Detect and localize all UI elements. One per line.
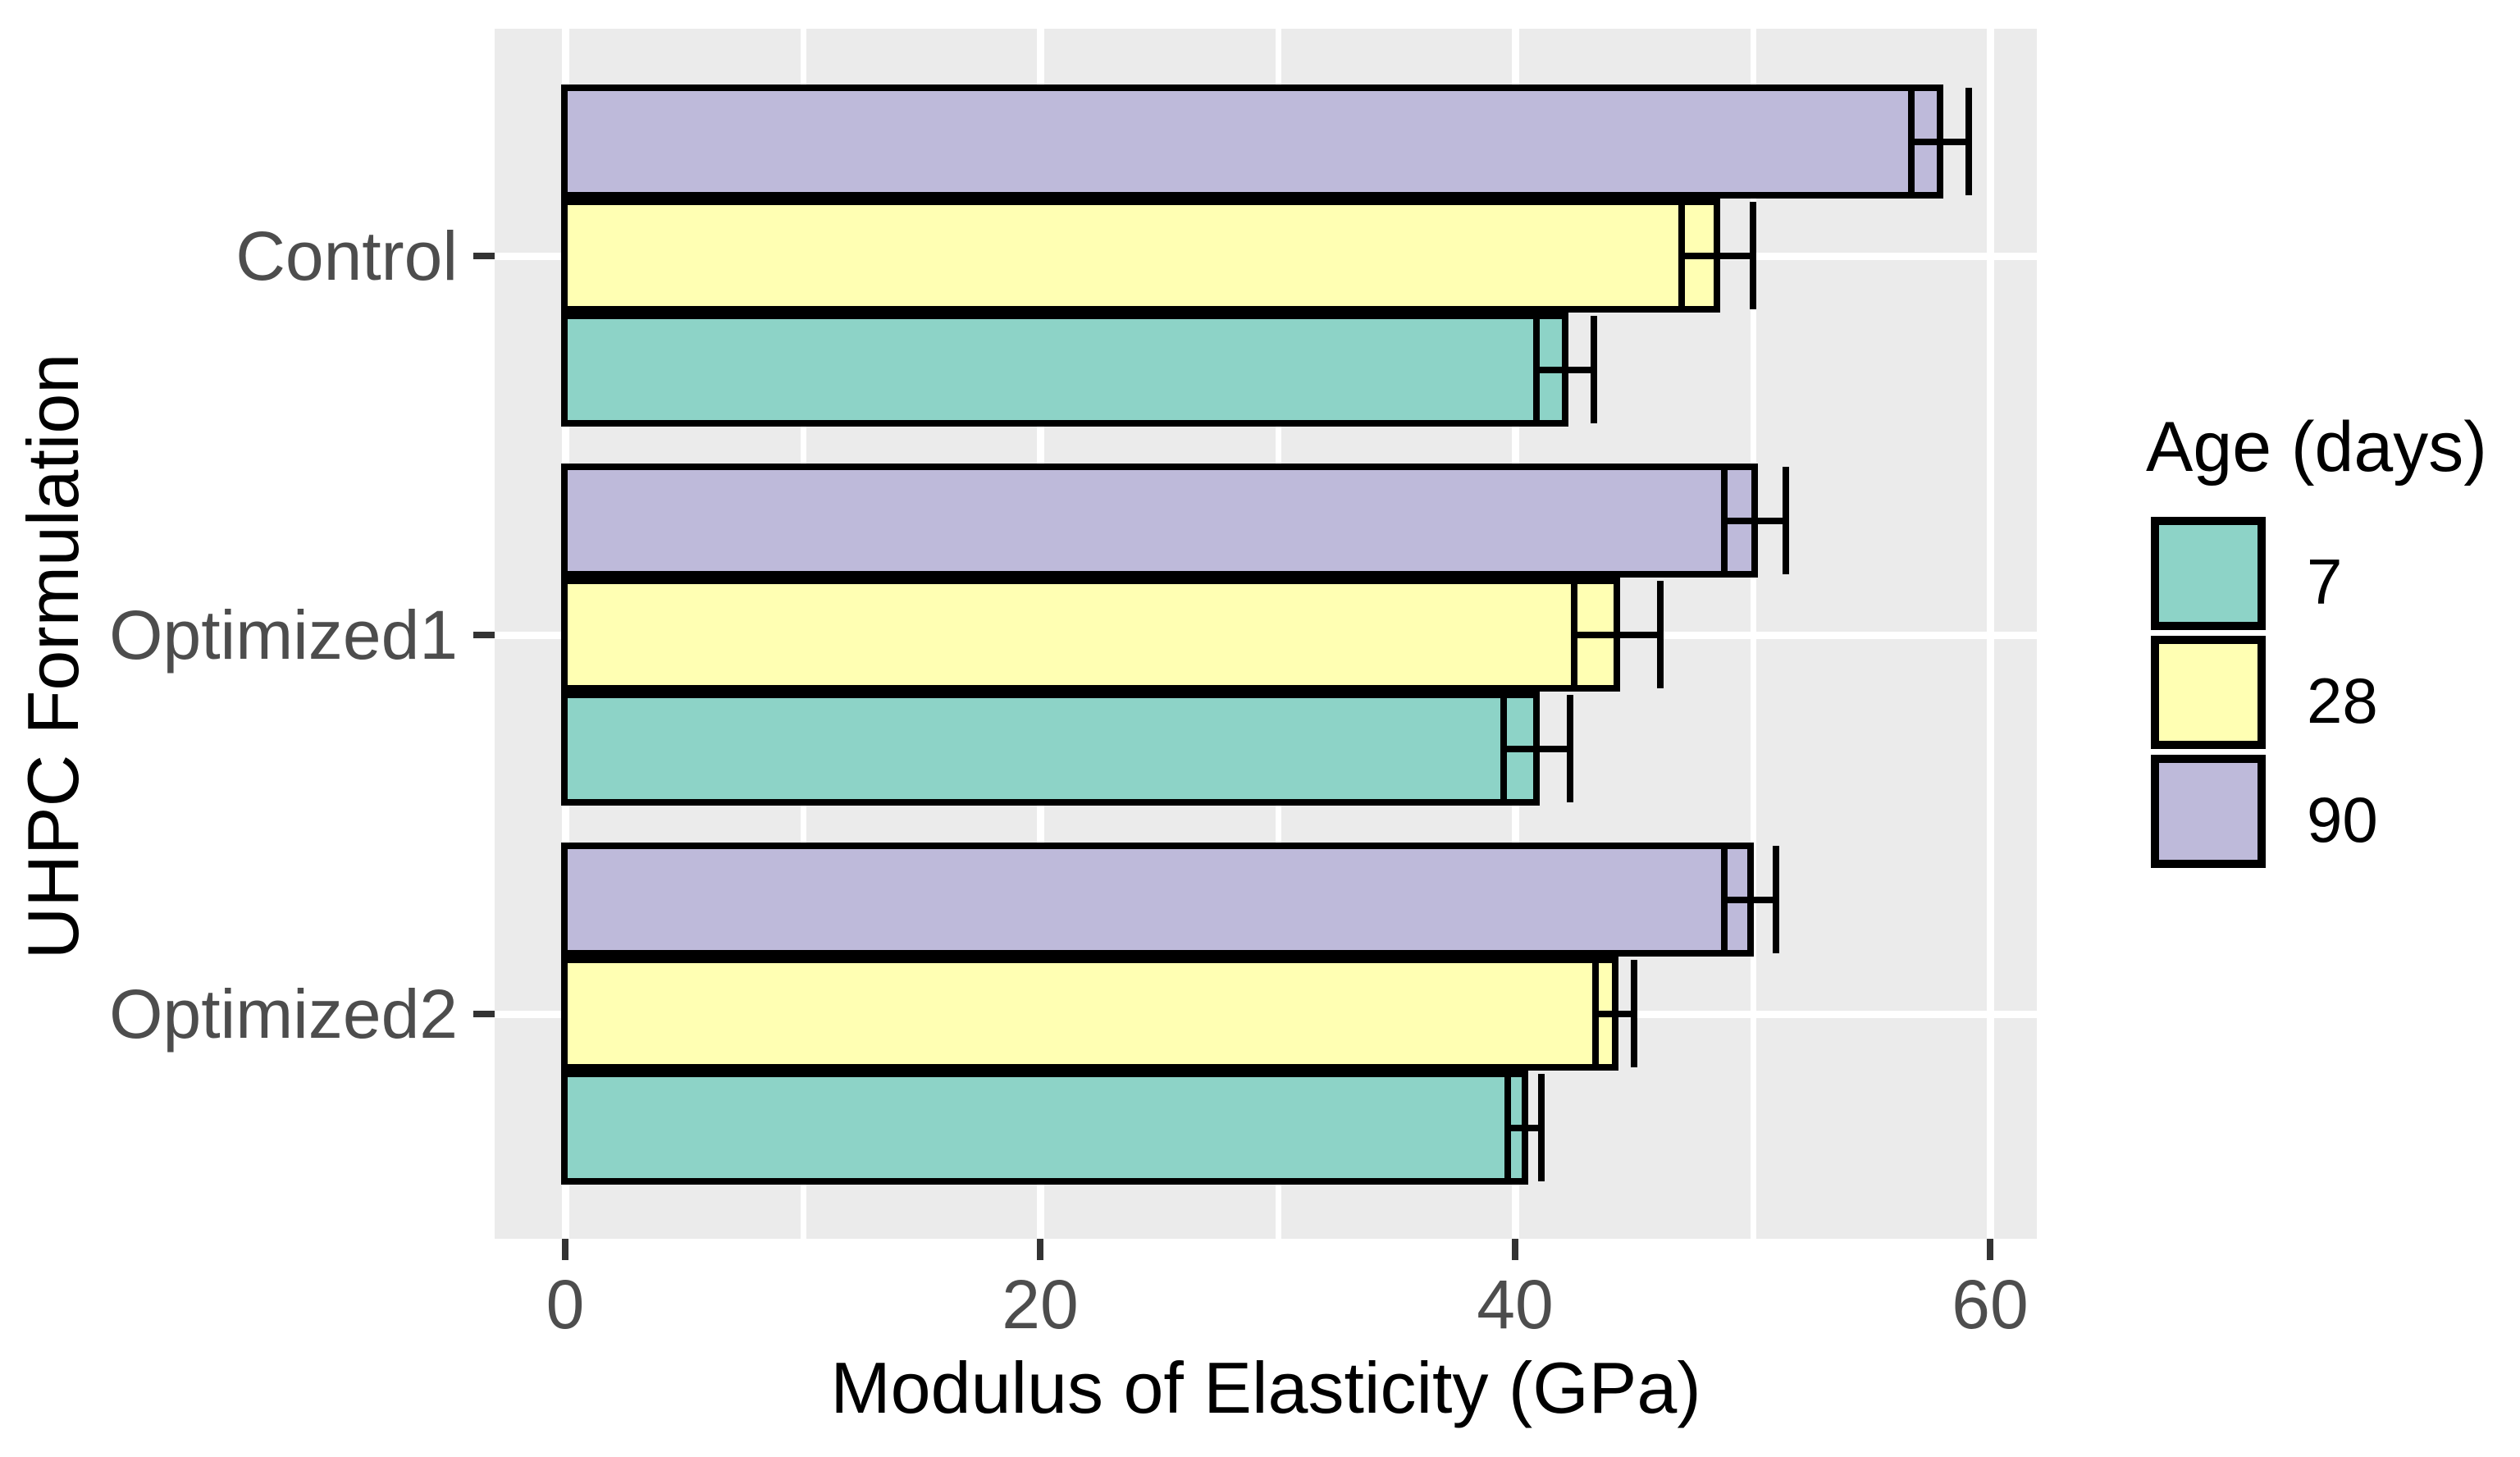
legend-swatch-28-days <box>2151 636 2266 749</box>
errorbar-cap-lo-Control-90d <box>1908 88 1915 195</box>
plot-panel <box>495 29 2037 1239</box>
bar-Optimized2-90d <box>561 843 1754 957</box>
x-tick-40 <box>1512 1239 1518 1260</box>
x-tick-20 <box>1037 1239 1043 1260</box>
errorbar-line-Control-28d <box>1681 252 1753 259</box>
legend-label-28-days: 28 <box>2307 665 2378 737</box>
errorbar-line-Optimized1-90d <box>1723 517 1787 524</box>
errorbar-cap-lo-Optimized2-90d <box>1720 846 1728 953</box>
legend-label-90-days: 90 <box>2307 783 2378 856</box>
errorbar-line-Optimized2-7d <box>1508 1124 1541 1131</box>
bar-Control-90d <box>561 84 1944 199</box>
errorbar-cap-hi-Control-28d <box>1749 202 1756 309</box>
errorbar-cap-lo-Optimized1-7d <box>1500 695 1507 802</box>
y-tick-label-Optimized1: Optimized1 <box>109 596 458 674</box>
errorbar-cap-lo-Optimized2-7d <box>1504 1074 1512 1181</box>
legend-swatch-7-days <box>2151 517 2266 630</box>
errorbar-cap-hi-Control-7d <box>1590 316 1597 423</box>
errorbar-cap-hi-Control-90d <box>1965 88 1972 195</box>
errorbar-cap-lo-Optimized1-28d <box>1571 581 1578 688</box>
errorbar-line-Optimized2-90d <box>1723 896 1777 903</box>
y-tick-label-Control: Control <box>235 217 458 295</box>
bar-Optimized2-28d <box>561 957 1618 1071</box>
bar-Optimized1-7d <box>561 692 1541 806</box>
x-tick-0 <box>562 1239 568 1260</box>
errorbar-cap-hi-Optimized1-7d <box>1566 695 1573 802</box>
x-axis-title: Modulus of Elasticity (GPa) <box>830 1347 1701 1428</box>
errorbar-cap-hi-Optimized2-90d <box>1773 846 1780 953</box>
x-tick-60 <box>1987 1239 1993 1260</box>
y-tick-Optimized1 <box>473 631 495 638</box>
errorbar-cap-lo-Optimized2-28d <box>1592 960 1600 1067</box>
legend-title: Age (days) <box>2146 408 2487 486</box>
x-tick-label-20: 20 <box>1002 1266 1079 1343</box>
bar-Control-7d <box>561 313 1568 427</box>
errorbar-cap-hi-Optimized2-28d <box>1630 960 1637 1067</box>
x-tick-label-0: 0 <box>546 1266 585 1343</box>
bar-Optimized2-7d <box>561 1071 1528 1185</box>
bar-Optimized1-90d <box>561 464 1759 578</box>
errorbar-cap-hi-Optimized2-7d <box>1537 1074 1545 1181</box>
errorbar-line-Optimized1-7d <box>1503 745 1570 752</box>
errorbar-cap-lo-Control-7d <box>1533 316 1541 423</box>
y-axis-title: UHPC Formulation <box>12 353 94 960</box>
errorbar-line-Optimized1-28d <box>1574 631 1660 638</box>
legend-label-7-days: 7 <box>2307 546 2343 618</box>
x-tick-label-40: 40 <box>1477 1266 1554 1343</box>
errorbar-line-Control-7d <box>1536 366 1594 373</box>
errorbar-line-Optimized2-28d <box>1596 1010 1634 1017</box>
y-tick-Optimized2 <box>473 1010 495 1017</box>
bar-Control-28d <box>561 199 1721 313</box>
errorbar-cap-lo-Control-28d <box>1678 202 1685 309</box>
y-tick-Control <box>473 252 495 259</box>
errorbar-line-Control-90d <box>1911 138 1969 145</box>
legend-swatch-90-days <box>2151 755 2266 868</box>
x-tick-label-60: 60 <box>1952 1266 2029 1343</box>
errorbar-cap-hi-Optimized1-28d <box>1656 581 1664 688</box>
errorbar-cap-lo-Optimized1-90d <box>1720 467 1728 574</box>
errorbar-cap-hi-Optimized1-90d <box>1783 467 1790 574</box>
bar-Optimized1-28d <box>561 578 1621 692</box>
y-tick-label-Optimized2: Optimized2 <box>109 975 458 1053</box>
